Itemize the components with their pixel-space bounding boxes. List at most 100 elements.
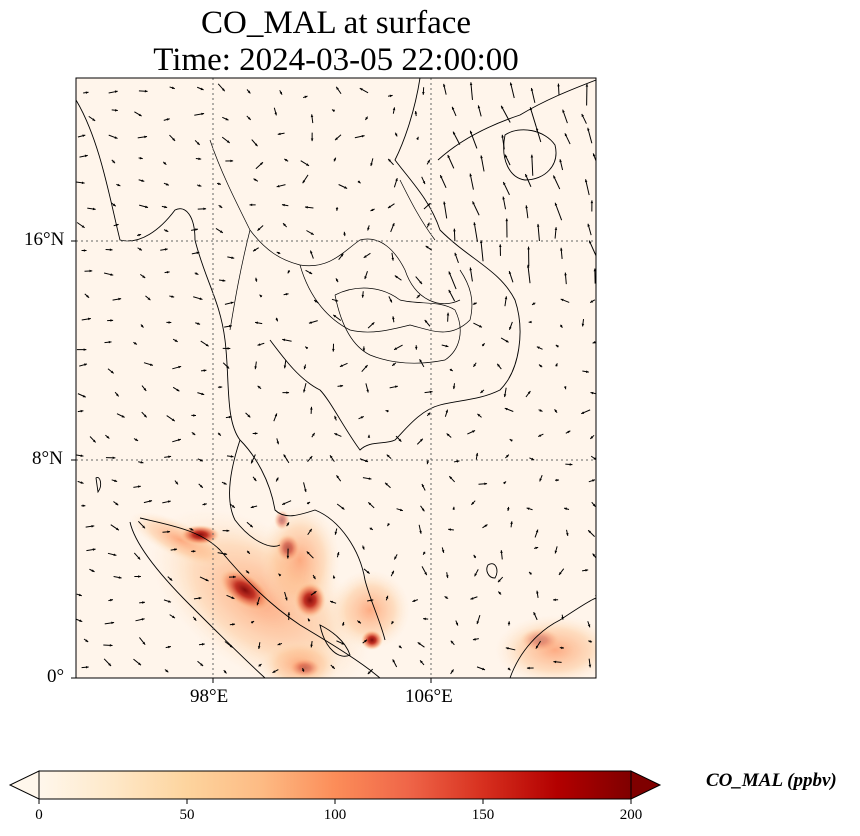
wind-arrow-head bbox=[226, 529, 230, 533]
wind-arrow-head bbox=[427, 203, 431, 207]
wind-arrow-head bbox=[247, 117, 251, 120]
wind-arrow-head bbox=[310, 406, 313, 410]
wind-arrow-head bbox=[284, 597, 288, 601]
wind-arrow-head bbox=[529, 107, 533, 111]
wind-arrow-head bbox=[477, 105, 481, 109]
wind-arrow-head bbox=[555, 363, 558, 367]
wind-arrow-head bbox=[141, 618, 145, 621]
wind-arrow-head bbox=[581, 411, 585, 414]
wind-arrow-head bbox=[497, 363, 500, 367]
wind-arrow-head bbox=[115, 223, 119, 227]
wind-arrow-head bbox=[469, 130, 473, 134]
wind-arrow-head bbox=[385, 409, 389, 413]
wind-arrow-head bbox=[87, 317, 91, 321]
wind-arrow-head bbox=[82, 134, 86, 138]
wind-arrow-head bbox=[453, 131, 456, 135]
wind-arrow-head bbox=[145, 205, 149, 209]
wind-arrow-head bbox=[412, 599, 416, 602]
wind-arrow-head bbox=[469, 82, 473, 86]
wind-arrow-head bbox=[419, 359, 423, 363]
wind-arrow-head bbox=[362, 348, 366, 352]
wind-arrow-head bbox=[585, 370, 589, 373]
wind-arrow-head bbox=[392, 363, 396, 366]
wind-arrow-head bbox=[500, 550, 503, 554]
wind-arrow-head bbox=[336, 475, 340, 479]
wind-arrow-head bbox=[92, 118, 96, 121]
wind-arrow-head bbox=[567, 430, 571, 434]
wind-arrow-head bbox=[259, 294, 263, 298]
wind-arrow-head bbox=[526, 666, 530, 670]
wind-arrow-head bbox=[230, 455, 234, 458]
wind-arrow-head bbox=[480, 155, 483, 159]
colorbar-gradient bbox=[38, 770, 632, 800]
wind-arrow-head bbox=[587, 223, 590, 227]
wind-arrow-head bbox=[334, 415, 337, 419]
wind-arrow-head bbox=[535, 529, 539, 533]
wind-arrow-head bbox=[310, 232, 314, 235]
wind-arrow-head bbox=[230, 301, 234, 305]
wind-arrow-head bbox=[368, 477, 372, 480]
wind-arrow-head bbox=[335, 278, 339, 282]
wind-arrow-head bbox=[257, 646, 261, 649]
wind-arrow bbox=[448, 271, 457, 290]
wind-arrow-head bbox=[106, 435, 110, 439]
wind-arrow-head bbox=[79, 619, 83, 622]
wind-arrow-head bbox=[388, 158, 391, 162]
wind-arrow-head bbox=[165, 229, 169, 232]
wind-arrow-head bbox=[366, 389, 369, 393]
colorbar bbox=[8, 770, 662, 804]
wind-arrow-head bbox=[539, 478, 542, 482]
wind-arrow-head bbox=[108, 663, 112, 667]
wind-arrow-head bbox=[416, 136, 419, 140]
wind-arrow-head bbox=[419, 530, 422, 534]
wind-arrow-head bbox=[118, 297, 122, 301]
wind-arrow-head bbox=[283, 454, 287, 458]
wind-arrow-head bbox=[251, 621, 255, 624]
wind-arrow-head bbox=[535, 645, 539, 649]
wind-arrow-head bbox=[525, 174, 528, 178]
wind-arrow-head bbox=[138, 662, 141, 666]
wind-arrow-head bbox=[562, 109, 565, 113]
wind-arrow-head bbox=[92, 439, 96, 443]
wind-arrow-head bbox=[83, 249, 87, 252]
wind-arrow-head bbox=[166, 118, 170, 121]
wind-arrow-head bbox=[526, 507, 530, 510]
wind-arrow-head bbox=[117, 183, 121, 187]
wind-arrow-head bbox=[304, 489, 307, 493]
wind-arrow-head bbox=[114, 136, 118, 139]
wind-arrow-head bbox=[228, 415, 232, 419]
wind-arrow-head bbox=[192, 550, 196, 553]
wind-arrow-head bbox=[219, 205, 223, 208]
wind-arrow bbox=[527, 264, 531, 284]
wind-arrow-head bbox=[339, 364, 343, 367]
wind-arrow-head bbox=[231, 256, 235, 259]
wind-arrow-head bbox=[283, 365, 287, 369]
wind-arrow-head bbox=[192, 432, 196, 436]
wind-arrow-head bbox=[272, 670, 276, 673]
wind-arrow-head bbox=[253, 248, 257, 252]
wind-arrow-head bbox=[303, 389, 306, 393]
wind-arrow-head bbox=[451, 106, 455, 110]
wind-arrow-head bbox=[142, 525, 146, 529]
wind-arrow-head bbox=[113, 553, 117, 556]
wind-arrow-head bbox=[247, 414, 251, 418]
wind-arrow-head bbox=[254, 143, 258, 147]
wind-arrow-head bbox=[312, 432, 315, 436]
wind-arrow-head bbox=[531, 457, 535, 461]
wind-arrow-head bbox=[417, 642, 421, 646]
wind-arrow-head bbox=[592, 153, 596, 157]
wind-arrow-head bbox=[484, 524, 488, 528]
wind-arrow-head bbox=[371, 322, 375, 326]
wind-arrow-head bbox=[422, 181, 426, 185]
wind-arrow-head bbox=[276, 251, 280, 255]
wind-arrow-head bbox=[530, 154, 534, 158]
wind-arrow-head bbox=[225, 117, 229, 121]
wind-arrow-head bbox=[563, 386, 567, 390]
colorbar-high-extend bbox=[630, 770, 662, 800]
wind-arrow-head bbox=[369, 527, 373, 530]
wind-arrow bbox=[554, 202, 563, 221]
wind-arrow-head bbox=[279, 91, 283, 95]
wind-arrow-head bbox=[331, 109, 335, 113]
wind-arrow-head bbox=[423, 617, 426, 621]
wind-arrow-head bbox=[115, 502, 119, 506]
